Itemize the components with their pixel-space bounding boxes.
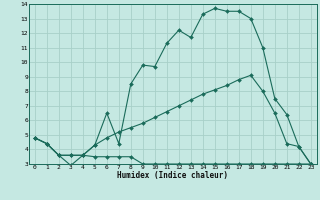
- X-axis label: Humidex (Indice chaleur): Humidex (Indice chaleur): [117, 171, 228, 180]
